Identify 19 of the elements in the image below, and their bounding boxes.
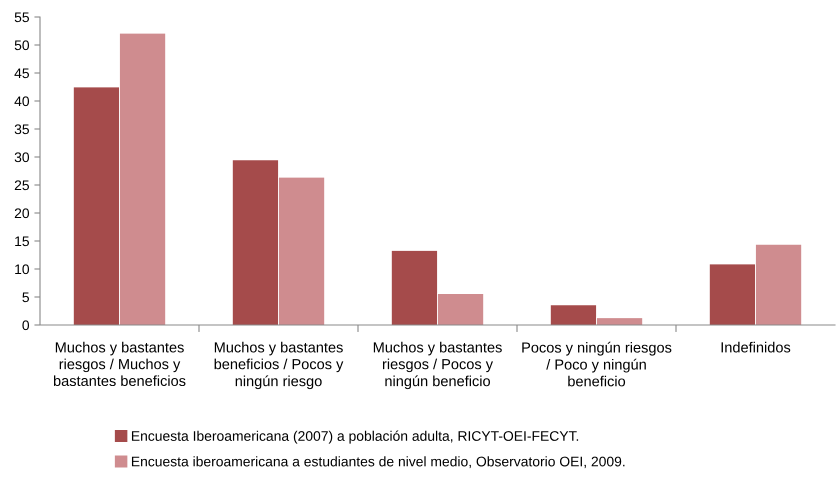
y-tick-label: 10 <box>15 264 30 274</box>
y-tick-label: 35 <box>14 124 30 134</box>
y-tick-label: 50 <box>14 40 30 50</box>
y-tick-label: 5 <box>22 292 29 302</box>
y-tick-label: 45 <box>14 68 30 78</box>
x-tick-label: Pocos y ningún riesgos / Poco y ningún beneficio <box>522 342 672 386</box>
y-tick-label: 55 <box>14 12 30 22</box>
x-tick-label: Muchos y bastantes riesgos / Pocos y ningún beneficio <box>374 342 502 390</box>
y-tick-label: 15 <box>15 236 30 246</box>
y-tick-label: 25 <box>14 180 30 190</box>
y-tick-label: 0 <box>22 320 30 330</box>
x-tick-label: Muchos y bastantes riesgos / Muchos y bastantes beneficios <box>54 342 186 386</box>
legend-label: Encuesta Iberoamericana (2007) a población adulta, RICYT-OEI-FECYT. <box>132 430 578 444</box>
y-tick-label: 30 <box>14 152 30 162</box>
y-tick-label: 40 <box>14 96 30 106</box>
y-tick-label: 20 <box>14 208 30 218</box>
legend-label: Encuesta iberoamericana a estudiantes de nivel medio, Observatorio OEI, 2009. <box>132 456 624 468</box>
x-tick-label: Indefinidos <box>722 342 790 353</box>
x-tick-label: Muchos y bastantes beneficios / Pocos y ningún riesgo <box>214 342 344 390</box>
